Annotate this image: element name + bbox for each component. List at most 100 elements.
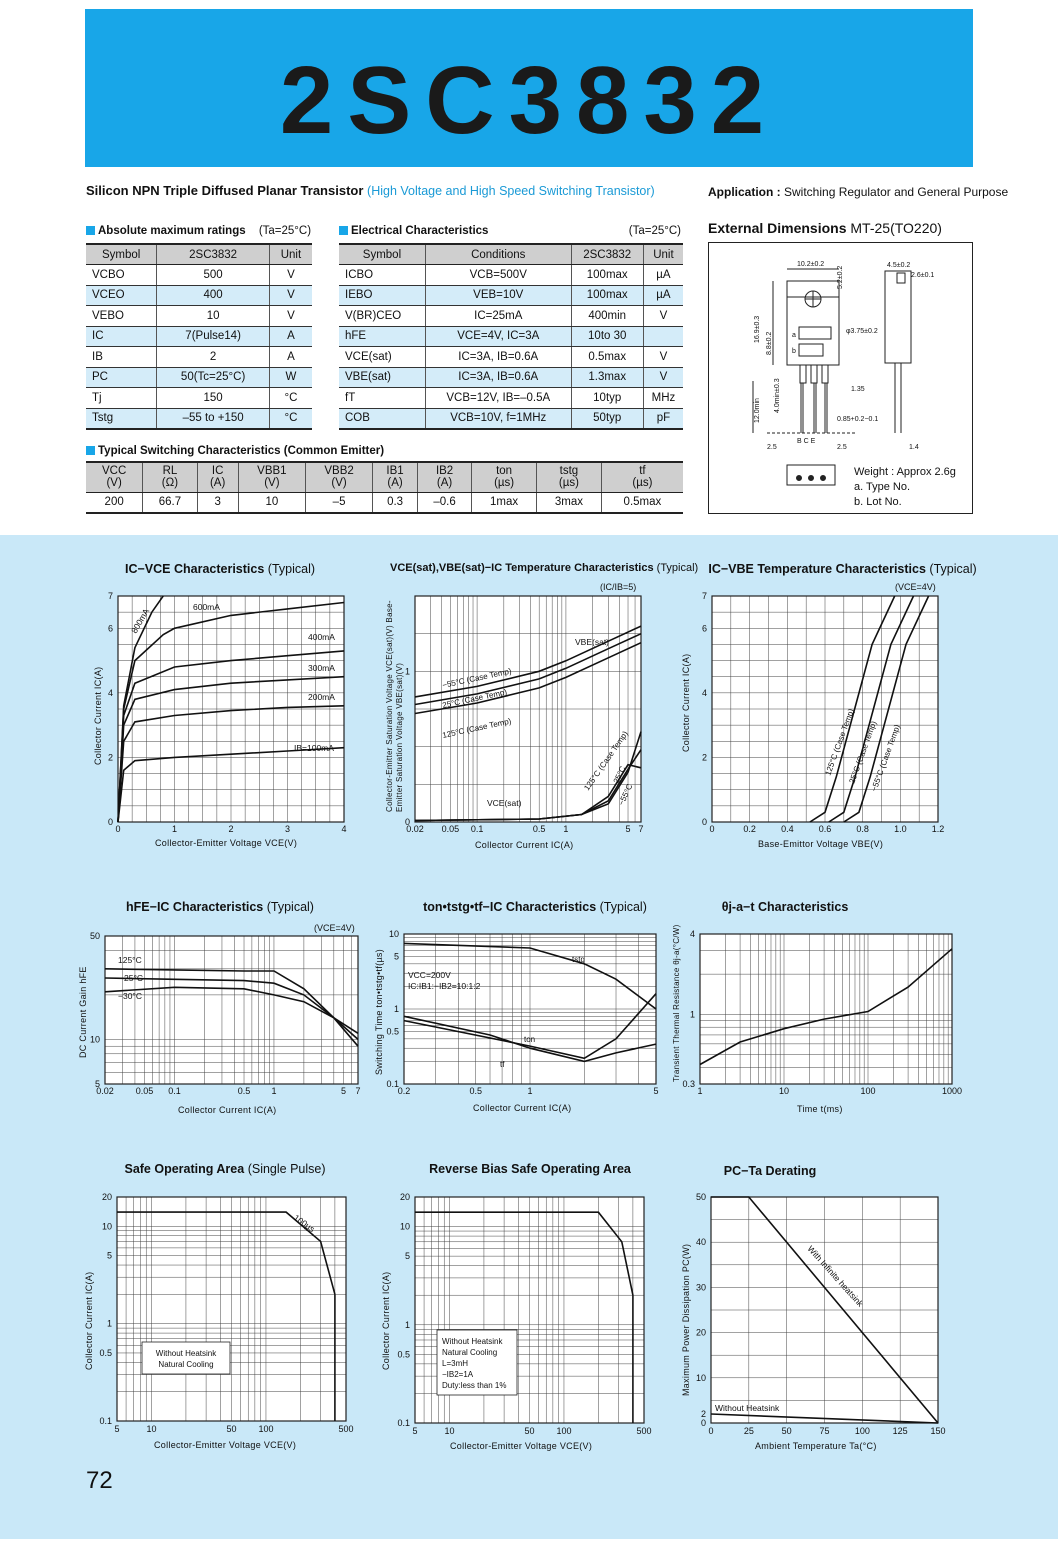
tick-label: 50 xyxy=(226,1424,236,1434)
note-text: −IB2=1A xyxy=(442,1370,474,1379)
tick-label: 50 xyxy=(524,1426,534,1436)
table-row: VEBO 10 V xyxy=(86,305,312,327)
curve-label: tf xyxy=(500,1060,505,1069)
table-cell: VEBO xyxy=(86,305,157,327)
tick-label: 10 xyxy=(102,1221,112,1231)
plot-frame xyxy=(699,933,953,1085)
vbe-curve xyxy=(414,632,642,706)
table-cell: ICBO xyxy=(339,264,426,286)
dim-tabh: 5.2±0.2 xyxy=(837,266,844,289)
table-header: ton (µs) xyxy=(471,461,537,493)
application-label: Application : xyxy=(708,185,781,199)
tick-label: 0.6 xyxy=(819,824,832,834)
tick-label: 1 xyxy=(697,1086,702,1096)
curve-label: −30°C xyxy=(118,991,142,1001)
ic-vce-ylabel: Collector Current IC(A) xyxy=(93,666,103,765)
tick-label: 100 xyxy=(860,1086,875,1096)
tick-label: 1 xyxy=(405,666,410,676)
table-header: tf (µs) xyxy=(600,461,683,493)
description-main: Silicon NPN Triple Diffused Planar Trans… xyxy=(86,183,364,198)
table-cell: MHz xyxy=(642,387,683,409)
table-cell: 400min xyxy=(570,305,644,327)
table-row: COB VCB=10V, f=1MHz 50typ pF xyxy=(339,408,683,430)
hfe-curve xyxy=(104,977,359,1040)
elec-title: Electrical Characteristics xyxy=(351,225,489,237)
graph-title-ic-vce: IC−VCE Characteristics (Typical) xyxy=(124,562,316,576)
hfe-ylabel: DC Current Gain hFE xyxy=(78,966,88,1058)
dimensions-drawing: 10.2±0.2 4.5±0.2 2.6±0.1 φ3.75±0.2 1.35 … xyxy=(708,242,973,514)
table-cell: V xyxy=(268,285,312,306)
switching-table: VCC (V) RL (Ω) IC (A) VBB1 (V) VBB2 (V) IB1 (A) IB2(… xyxy=(86,461,683,514)
note-text: Natural Cooling xyxy=(158,1360,213,1369)
plot-frame xyxy=(117,595,345,823)
tick-label: 5 xyxy=(412,1426,417,1436)
curve-600ma xyxy=(117,601,345,823)
dimensions-heading: External Dimensions xyxy=(708,220,847,236)
table-header: VCC (V) xyxy=(86,461,143,493)
tick-label: 0.5 xyxy=(386,1027,399,1037)
table-row: ICBO VCB=500V 100max µA xyxy=(339,264,683,286)
dim-height: 16.9±0.3 xyxy=(754,316,761,343)
tick-label: 20 xyxy=(102,1192,112,1202)
table-cell: V xyxy=(268,305,312,327)
curve-label: 125°C xyxy=(118,955,142,965)
ic-vbe-ylabel: Collector Current IC(A) xyxy=(681,653,691,752)
table-cell: pF xyxy=(642,408,683,430)
table-cell: 0.5max xyxy=(570,346,644,368)
tick-label: 50 xyxy=(782,1426,792,1436)
tick-label: 7 xyxy=(702,591,707,601)
note-text: Natural Cooling xyxy=(442,1348,497,1357)
tick-label: 10 xyxy=(400,1222,410,1232)
graph-title-rbsoa: Reverse Bias Safe Operating Area xyxy=(429,1162,631,1176)
bullet-square-icon xyxy=(86,226,95,235)
soa-boundary xyxy=(415,1211,634,1296)
table-cell: W xyxy=(268,367,312,388)
package-name: MT-25(TO220) xyxy=(850,220,942,236)
tick-label: 2 xyxy=(702,752,707,762)
table-cell: hFE xyxy=(339,326,426,347)
curve-label: 400mA xyxy=(308,632,335,642)
theta-curve xyxy=(699,948,953,1066)
curve-label: 300mA xyxy=(308,663,335,673)
curve-label: IB=100mA xyxy=(294,743,334,753)
vbe-curve xyxy=(414,625,642,698)
tick-label: 20 xyxy=(696,1328,706,1338)
tick-label: 1 xyxy=(690,1009,695,1019)
soa-boundary xyxy=(117,1211,336,1295)
dim-width: 10.2±0.2 xyxy=(797,261,824,268)
table-cell: VEB=10V xyxy=(424,285,572,306)
tick-label: 150 xyxy=(930,1426,945,1436)
soa-xlabel: Collector-Emitter Voltage VCE(V) xyxy=(154,1440,297,1450)
table-cell: 1max xyxy=(471,492,537,514)
table-cell: V xyxy=(642,367,683,388)
tick-label: 1.2 xyxy=(932,824,945,834)
tick-label: 0 xyxy=(108,817,113,827)
table-cell: VCBO xyxy=(86,264,157,286)
graph-title-pc-ta: PC−Ta Derating xyxy=(723,1164,817,1178)
tick-label: 10 xyxy=(90,1034,100,1044)
table-cell: Tstg xyxy=(86,408,157,430)
tick-label: 4 xyxy=(341,824,346,834)
graph-title-theta: θj-a−t Characteristics xyxy=(721,900,849,914)
tick-label: 0.02 xyxy=(406,824,424,834)
tick-label: 0.02 xyxy=(96,1086,114,1096)
table-header: RL (Ω) xyxy=(142,461,198,493)
rbsoa-chart: Without Heatsink Natural Cooling L=3mH −IB2… xyxy=(397,1192,651,1436)
ic-vbe-curve xyxy=(828,595,915,823)
table-header: Symbol xyxy=(339,243,426,265)
table-cell: V xyxy=(642,305,683,327)
tick-label: 125 xyxy=(893,1426,908,1436)
derating-line xyxy=(711,1196,939,1424)
ton-curve xyxy=(403,993,657,1060)
dim-lead: 0.85+0.2−0.1 xyxy=(837,416,878,423)
ic-vbe-cond: (VCE=4V) xyxy=(895,582,936,592)
tick-label: 100 xyxy=(855,1426,870,1436)
note-text: Without Heatsink xyxy=(442,1337,503,1346)
elec-heading: Electrical Characteristics (Ta=25°C) xyxy=(339,225,683,237)
note-text: Duty:less than 1% xyxy=(442,1381,506,1390)
bottom-outline xyxy=(786,464,836,486)
table-cell: 50typ xyxy=(570,408,644,430)
table-cell: µA xyxy=(642,264,683,286)
